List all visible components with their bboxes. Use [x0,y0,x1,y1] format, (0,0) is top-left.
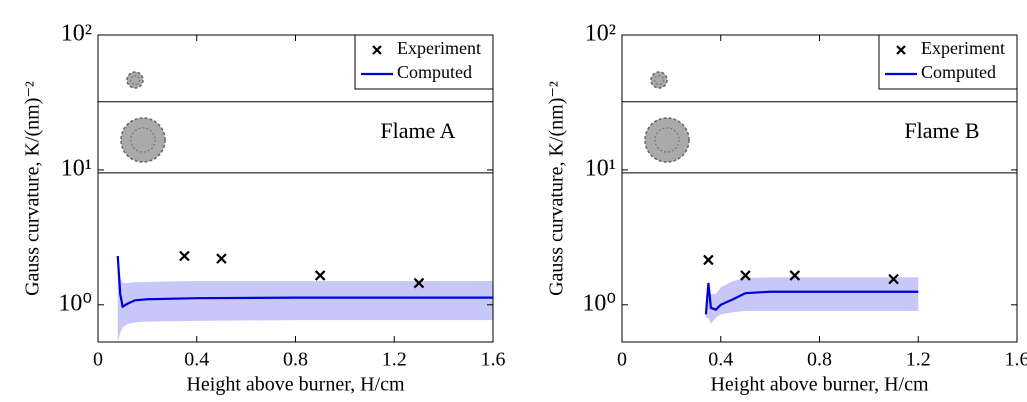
molecule-icon [651,72,667,88]
x-tick-label: 1.6 [1005,349,1027,371]
y-axis-label: Gauss curvature, K/(nm)⁻² [22,81,44,296]
y-tick-label: 10⁰ [58,290,92,316]
uncertainty-band [706,277,918,324]
x-tick-label: 1.2 [906,349,931,371]
legend-label: Experiment [921,38,1005,58]
plot: 0 0.4 0.8 1.2 1.6 10⁰ 10¹ 10² Height above burne… [22,21,506,396]
y-tick-label: 10¹ [61,155,92,181]
annotation: Flame B [904,118,979,143]
y-tick-label: 10² [61,21,92,47]
x-tick-label: 0.8 [807,349,832,371]
y-axis-label: Gauss curvature, K/(nm)⁻² [546,81,568,296]
experiment-point [704,255,713,264]
molecule-icon [645,118,689,162]
x-axis-label: Height above burner, H/cm [710,374,928,396]
y-tick-label: 10¹ [585,155,616,181]
x-tick-label: 1.6 [481,349,506,371]
x-tick-label: 1.2 [382,349,407,371]
experiment-point [316,271,325,280]
x-tick-label: 0.4 [184,349,209,371]
molecule-icon [127,72,143,88]
x-tick-label: 0 [617,349,627,371]
x-tick-label: 0 [93,349,103,371]
annotation: Flame A [380,118,455,143]
x-axis-label: Height above burner, H/cm [186,374,404,396]
legend-label: Computed [921,62,996,82]
x-tick-label: 0.8 [283,349,308,371]
legend-label: Experiment [397,38,481,58]
molecule-icon [121,118,165,162]
experiment-point [217,254,226,263]
legend-label: Computed [397,62,472,82]
y-tick-label: 10² [585,21,616,47]
x-tick-label: 0.4 [708,349,733,371]
figure: 0 0.4 0.8 1.2 1.6 10⁰ 10¹ 10² Height above burne… [0,0,1027,402]
experiment-point [180,252,189,261]
plot: 0 0.4 0.8 1.2 1.6 10⁰ 10¹ 10² Height above burne… [546,21,1027,396]
y-tick-label: 10⁰ [582,290,616,316]
